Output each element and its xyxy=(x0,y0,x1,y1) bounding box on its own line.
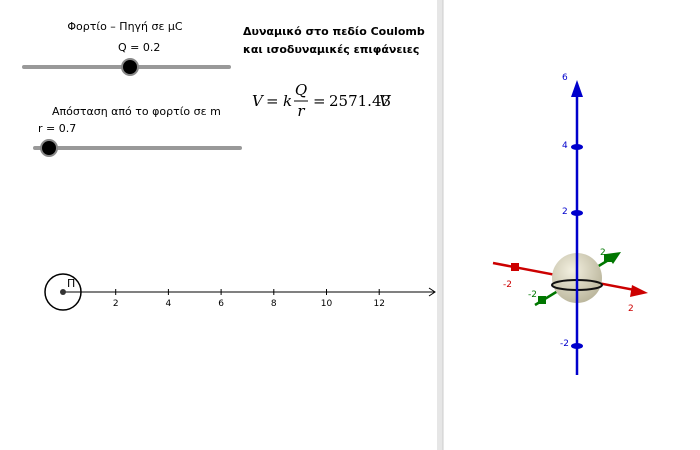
formula-lhs: V xyxy=(252,92,265,110)
formula-constant: k xyxy=(283,92,292,110)
z-tick xyxy=(571,144,583,150)
number-line: Π 2 4 6 8 10 12 xyxy=(44,273,436,311)
slider-caption: Απόσταση από το φορτίο σε m xyxy=(52,105,221,118)
x-axis-arrow xyxy=(630,285,648,297)
tick-label: 6 xyxy=(218,299,224,309)
z-tick-label: 6 xyxy=(562,73,568,83)
slider-label: Q = 0.2 xyxy=(118,41,160,54)
view-divider xyxy=(437,0,443,450)
x-tick-label: -2 xyxy=(503,280,512,290)
formula-equals: = xyxy=(266,92,279,110)
z-tick-label: 2 xyxy=(562,207,568,217)
slider-label: r = 0.7 xyxy=(38,122,76,135)
title-line: Δυναμικό στο πεδίο Coulomb xyxy=(243,25,425,38)
tick-label: 10 xyxy=(321,299,333,309)
axis-arrow xyxy=(428,287,436,297)
formula-unit: V xyxy=(379,92,392,110)
formula-numerator: Q xyxy=(295,81,307,99)
title-line: και ισοδυναμικές επιφάνειες xyxy=(243,43,419,56)
point-label: Π xyxy=(67,277,75,290)
formula-denominator: r xyxy=(297,102,305,120)
formula-equals: = xyxy=(313,92,326,110)
slider-caption: Φορτίο – Πηγή σε μC xyxy=(67,20,183,33)
z-tick xyxy=(571,343,583,349)
z-tick xyxy=(571,210,583,216)
tick-label: 12 xyxy=(373,299,384,309)
formula-result: 2571.43 xyxy=(329,92,391,110)
y-tick-label: 2 xyxy=(600,248,606,258)
z-tick-label: 4 xyxy=(562,141,568,151)
equipotential-circle xyxy=(44,273,82,311)
tick-label: 2 xyxy=(113,299,119,309)
y-tick xyxy=(538,296,546,304)
tick-label: 8 xyxy=(271,299,277,309)
view-3d: 6 4 2 -2 -2 2 2 -2 xyxy=(492,73,648,375)
x-tick-label: 2 xyxy=(628,304,634,314)
slider-knob[interactable] xyxy=(121,58,139,76)
z-axis-arrow xyxy=(571,80,583,97)
tick-label: 4 xyxy=(166,299,172,309)
slider-knob[interactable] xyxy=(40,139,58,157)
y-tick xyxy=(604,254,612,262)
x-tick xyxy=(511,263,519,271)
charge-point[interactable] xyxy=(60,289,66,295)
z-tick-label: -2 xyxy=(560,339,569,349)
y-tick-label: -2 xyxy=(528,290,537,300)
